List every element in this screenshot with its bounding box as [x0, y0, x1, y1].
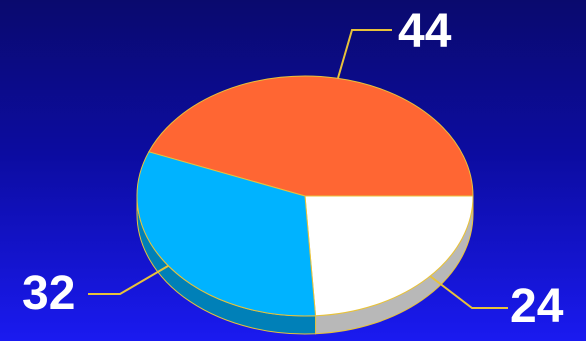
leader-line-24: [429, 275, 508, 309]
data-label-44: 44: [398, 5, 452, 58]
leader-lines: [88, 29, 508, 309]
data-labels: 44 24 32: [22, 5, 564, 333]
pie-slices: [136, 75, 474, 317]
pie-slice-32: [136, 151, 317, 317]
leader-line-44: [337, 29, 392, 79]
data-label-32: 32: [22, 267, 75, 320]
pie-slice-24: [304, 195, 474, 317]
leader-line-32: [88, 265, 169, 295]
pie-slice-44: [148, 75, 474, 197]
data-label-24: 24: [510, 280, 564, 333]
